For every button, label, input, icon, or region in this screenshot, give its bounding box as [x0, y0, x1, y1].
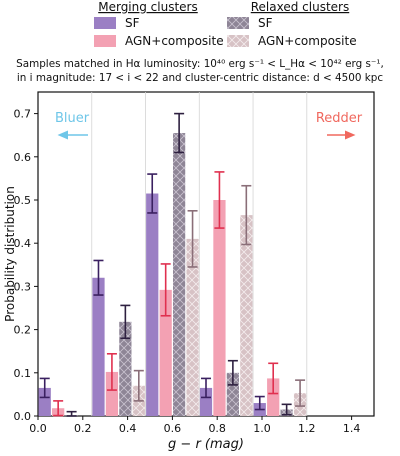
bar-series-2-bin-2 [173, 133, 186, 417]
plot-frame [37, 91, 375, 417]
bar-series-3-bin-3 [240, 215, 253, 416]
bars [38, 133, 307, 417]
x-tick-label-0: 0.0 [29, 422, 47, 435]
legend-swatch-relaxed-agn [227, 35, 249, 47]
bar-series-0-bin-0 [38, 387, 51, 416]
legend-swatch-merging-sf [94, 17, 116, 29]
y-tick-label-2: 0.2 [14, 324, 32, 337]
x-tick-label-1: 0.2 [74, 422, 92, 435]
x-tick-label-7: 1.4 [343, 422, 361, 435]
legend-swatch-relaxed-sf [227, 17, 249, 29]
y-tick-label-0: 0.0 [14, 410, 32, 423]
legend: Merging clusters SF AGN+composite Relaxe… [94, 0, 357, 48]
bar-series-2-bin-3 [226, 372, 239, 416]
bar-series-1-bin-3 [213, 200, 226, 416]
bar-series-3-bin-2 [186, 238, 199, 416]
legend-label-merging-agn: AGN+composite [125, 34, 224, 48]
bar-series-1-bin-2 [159, 289, 172, 416]
legend-title-merging: Merging clusters [98, 0, 198, 14]
legend-label-relaxed-sf: SF [258, 16, 273, 30]
error-bars [39, 112, 306, 417]
legend-swatch-merging-agn [94, 35, 116, 47]
bar-series-0-bin-1 [92, 277, 105, 416]
subtitle-line-1: Samples matched in Hα luminosity: 10⁴⁰ e… [16, 58, 384, 70]
x-tick-label-3: 0.6 [164, 422, 182, 435]
x-tick-label-4: 0.8 [208, 422, 226, 435]
x-tick-label-6: 1.2 [298, 422, 316, 435]
y-tick-label-6: 0.6 [14, 151, 32, 164]
y-tick-label-1: 0.1 [14, 367, 32, 380]
legend-label-relaxed-agn: AGN+composite [258, 34, 357, 48]
y-tick-label-5: 0.5 [14, 194, 32, 207]
y-tick-label-3: 0.3 [14, 280, 32, 293]
x-tick-label-5: 1.0 [253, 422, 271, 435]
bar-series-2-bin-1 [119, 321, 132, 416]
bar-series-1-bin-4 [267, 378, 280, 416]
y-tick-label-7: 0.7 [14, 108, 32, 121]
y-axis-ticks: 0.0 0.1 0.2 0.3 0.4 0.5 0.6 0.7 [14, 108, 38, 423]
legend-label-merging-sf: SF [125, 16, 140, 30]
annotation-bluer: Bluer [55, 111, 90, 126]
bar-series-1-bin-1 [105, 371, 119, 416]
x-tick-label-2: 0.4 [119, 422, 137, 435]
bar-series-0-bin-3 [199, 387, 213, 416]
annotation-redder: Redder [316, 111, 363, 126]
x-axis-ticks: 0.0 0.2 0.4 0.6 0.8 1.0 1.2 1.4 [29, 416, 360, 435]
bar-series-0-bin-2 [146, 193, 159, 416]
gridlines [91, 92, 308, 416]
x-axis-label: g − r (mag) [168, 437, 244, 452]
subtitle-line-2: in i magnitude: 17 < i < 22 and cluster-… [17, 72, 384, 84]
y-axis-label: Probability distribution [3, 186, 17, 322]
y-tick-label-4: 0.4 [14, 237, 32, 250]
legend-title-relaxed: Relaxed clusters [251, 0, 349, 14]
